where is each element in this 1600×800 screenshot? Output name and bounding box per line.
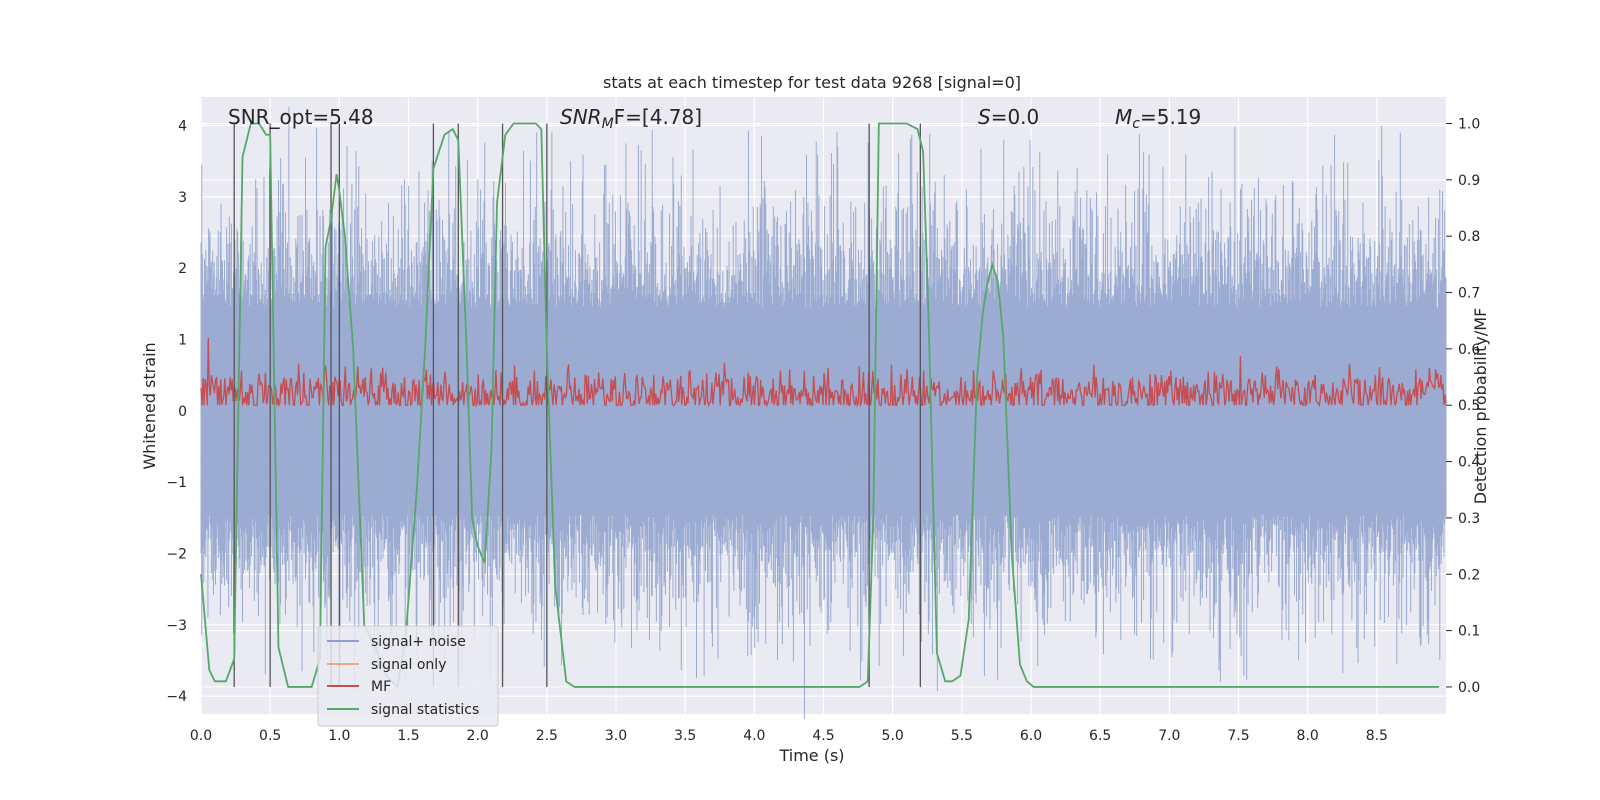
y-tick-label-right: 0.1 (1458, 624, 1480, 640)
x-tick-label: 2.5 (536, 728, 558, 744)
y-tick-label-left: −4 (166, 689, 187, 705)
legend-label-signal-only: signal only (371, 657, 446, 673)
legend-label-signal-statistics: signal statistics (371, 702, 479, 718)
y-tick-label-left: −1 (166, 475, 187, 491)
y-tick-label-right: 0.6 (1458, 342, 1480, 358)
snr-opt-annotation: SNR_opt=5.48 (228, 105, 374, 129)
mf-series (200, 337, 1447, 408)
y-tick-label-left: 1 (178, 333, 187, 349)
x-tick-label: 2.0 (467, 728, 489, 744)
y-tick-label-right: 0.7 (1458, 286, 1480, 302)
x-tick-label: 6.5 (1089, 728, 1111, 744)
x-tick-label: 3.0 (605, 728, 627, 744)
y-axis-label-right: Detection probability/MF (1471, 308, 1490, 505)
legend-item-signal-noise: signal+ noise (327, 634, 466, 650)
y-tick-label-right: 0.3 (1458, 511, 1480, 527)
x-tick-label: 7.0 (1158, 728, 1180, 744)
legend: signal+ noise signal only MF signal stat… (317, 625, 499, 727)
signal-statistics-series (200, 122, 1440, 689)
x-tick-label: 0.5 (259, 728, 281, 744)
x-tick-label: 3.5 (674, 728, 696, 744)
x-tick-label: 1.0 (328, 728, 350, 744)
y-tick-label-right: 0.0 (1458, 680, 1480, 696)
x-tick-label: 1.5 (397, 728, 419, 744)
y-tick-label-left: −3 (166, 618, 187, 634)
y-tick-label-left: 0 (178, 404, 187, 420)
y-axis-label-left: Whitened strain (140, 342, 159, 469)
x-tick-label: 5.5 (951, 728, 973, 744)
s-annotation: S=0.0 (978, 105, 1039, 129)
x-tick-label: 4.0 (743, 728, 765, 744)
legend-item-signal-only: signal only (327, 657, 446, 673)
x-tick-label: 6.0 (1020, 728, 1042, 744)
snr-mf-annotation: SNRMF=[4.78] (560, 105, 702, 132)
vertical-markers (233, 123, 921, 687)
chart-title: stats at each timestep for test data 926… (603, 73, 1021, 92)
y-tick-label-left: 3 (178, 190, 187, 206)
x-axis-label: Time (s) (778, 746, 844, 765)
x-tick-label: 4.5 (812, 728, 834, 744)
x-tick-label: 8.0 (1297, 728, 1319, 744)
x-tick-label: 7.5 (1227, 728, 1249, 744)
y-tick-label-left: 2 (178, 261, 187, 277)
y-tick-label-right: 0.8 (1458, 229, 1480, 245)
legend-label-signal-noise: signal+ noise (371, 634, 466, 650)
x-tick-label: 0.0 (190, 728, 212, 744)
y-tick-label-right: 0.2 (1458, 567, 1480, 583)
x-tick-label: 8.5 (1366, 728, 1388, 744)
y-tick-label-right: 0.9 (1458, 173, 1480, 189)
mc-annotation: Mc=5.19 (1115, 105, 1201, 132)
y-tick-label-right: 0.4 (1458, 455, 1480, 471)
legend-item-mf: MF (327, 679, 391, 695)
legend-item-signal-statistics: signal statistics (327, 702, 479, 718)
x-tick-label: 5.0 (882, 728, 904, 744)
y-tick-label-left: −2 (166, 547, 187, 563)
y-tick-label-right: 1.0 (1458, 116, 1480, 132)
axis-ticks: 0.0 0.5 1.0 1.5 2.0 2.5 3.0 3.5 4.0 4.5 5.0 5.5 6.0 6… (166, 116, 1480, 744)
legend-label-mf: MF (371, 679, 391, 695)
y-tick-label-right: 0.5 (1458, 398, 1480, 414)
signal-statistics-line (200, 122, 1440, 689)
y-tick-label-left: 4 (178, 119, 187, 135)
mf-line (200, 337, 1447, 408)
